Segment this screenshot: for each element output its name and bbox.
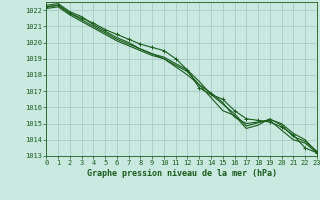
X-axis label: Graphe pression niveau de la mer (hPa): Graphe pression niveau de la mer (hPa) xyxy=(87,169,276,178)
